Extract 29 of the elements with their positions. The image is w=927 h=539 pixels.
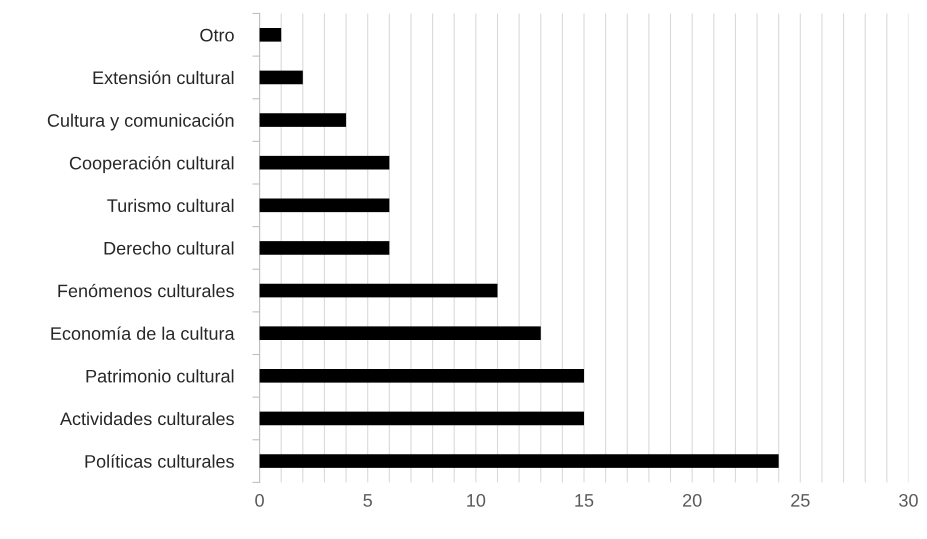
y-tick-label: Cultura y comunicación xyxy=(48,113,234,130)
y-tick-label: Políticas culturales xyxy=(86,454,234,468)
bar xyxy=(260,412,584,426)
y-tick-label: Economía de la cultura xyxy=(51,326,235,340)
bar xyxy=(260,326,541,340)
y-tick-label: Cooperación cultural xyxy=(70,156,234,174)
bar xyxy=(260,28,282,42)
bar xyxy=(260,284,498,298)
bar xyxy=(260,156,390,170)
x-tick-label: 20 xyxy=(683,494,702,507)
y-tick-label: Derecho cultural xyxy=(104,241,234,255)
x-tick-label: 30 xyxy=(899,494,918,507)
bar xyxy=(260,113,346,127)
y-tick-label: Patrimonio cultural xyxy=(86,369,234,383)
y-tick-label: Fenómenos culturales xyxy=(58,284,234,298)
x-tick-label: 10 xyxy=(467,494,486,507)
y-tick-label: Otro xyxy=(200,28,234,42)
bar xyxy=(260,198,390,212)
x-tick-label: 25 xyxy=(791,494,810,507)
bar xyxy=(260,369,584,383)
bar xyxy=(260,454,779,468)
y-tick-label: Actividades culturales xyxy=(60,412,234,426)
y-tick-label: Turismo cultural xyxy=(107,198,234,212)
x-tick-label: 15 xyxy=(575,494,594,507)
bar xyxy=(260,241,390,255)
y-tick-label: Extensión cultural xyxy=(94,70,234,84)
x-tick-label: 5 xyxy=(363,494,372,507)
bar xyxy=(260,70,303,84)
x-tick-label: 0 xyxy=(255,494,264,507)
